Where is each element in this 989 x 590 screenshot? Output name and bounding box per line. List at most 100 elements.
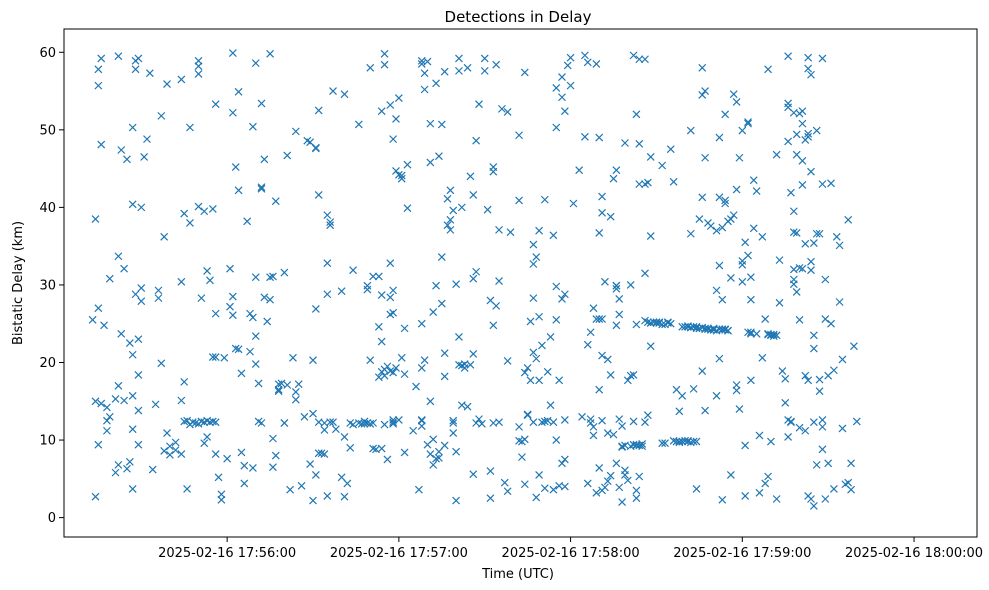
data-point	[314, 191, 323, 199]
data-point	[317, 449, 326, 458]
data-point	[180, 209, 189, 218]
x-axis-ticks: 2025-02-16 17:56:00 2025-02-16 17:57:00 20…	[158, 537, 983, 561]
data-point	[206, 276, 214, 285]
data-point	[669, 177, 678, 186]
data-point	[440, 372, 449, 381]
data-point	[432, 281, 440, 290]
data-point	[787, 418, 795, 427]
data-point	[414, 485, 423, 494]
data-point	[123, 464, 131, 473]
data-point	[469, 274, 478, 283]
data-point	[784, 137, 793, 146]
data-point	[389, 415, 398, 424]
data-point	[486, 467, 495, 476]
data-point	[257, 184, 266, 193]
data-point	[529, 240, 538, 249]
data-point	[283, 381, 292, 389]
data-point	[165, 450, 174, 459]
data-point	[346, 443, 355, 452]
data-point	[437, 120, 446, 129]
data-point	[612, 281, 621, 290]
data-point	[492, 60, 501, 69]
data-point	[772, 495, 781, 503]
data-point	[801, 371, 810, 380]
data-point	[546, 332, 555, 341]
x-tick-label: 2025-02-16 17:59:00	[673, 546, 811, 561]
data-point	[400, 370, 409, 379]
data-point	[248, 122, 257, 131]
data-point	[698, 90, 707, 99]
data-point	[234, 186, 243, 195]
data-point	[738, 277, 747, 286]
data-point	[369, 419, 378, 427]
data-point	[715, 133, 724, 142]
data-point	[698, 193, 707, 202]
data-point	[847, 459, 855, 468]
data-point	[540, 195, 549, 204]
data-point	[852, 417, 861, 426]
data-point	[815, 375, 824, 384]
data-point	[326, 221, 335, 230]
data-point	[715, 354, 724, 363]
data-point	[177, 396, 186, 405]
chart-title: Detections in Delay	[445, 8, 592, 26]
data-point	[280, 419, 289, 427]
data-point	[137, 203, 146, 212]
data-point	[726, 215, 735, 223]
data-point	[403, 204, 412, 213]
data-point	[520, 435, 529, 444]
data-point	[320, 426, 329, 434]
data-point	[128, 484, 137, 493]
data-point	[595, 464, 604, 472]
data-point	[306, 460, 315, 469]
data-point	[469, 191, 478, 199]
data-point	[829, 366, 838, 375]
data-point	[809, 239, 818, 247]
data-point	[226, 302, 234, 311]
data-point	[615, 294, 624, 303]
data-point	[400, 324, 409, 333]
data-point	[500, 478, 509, 487]
data-point	[326, 418, 335, 427]
data-point	[643, 318, 652, 327]
data-point	[366, 356, 375, 365]
data-point	[663, 319, 672, 327]
data-point	[455, 332, 463, 341]
data-point	[646, 153, 655, 161]
data-point	[340, 433, 349, 441]
data-point	[686, 229, 695, 238]
x-axis-label: Time (UTC)	[481, 567, 554, 582]
data-point	[389, 308, 398, 317]
data-point	[583, 479, 592, 488]
data-point	[595, 315, 604, 323]
data-point	[432, 79, 440, 88]
data-point	[784, 52, 793, 61]
data-point	[311, 471, 320, 479]
data-point	[807, 167, 815, 176]
data-point	[580, 51, 589, 60]
data-point	[635, 55, 644, 64]
data-point	[807, 266, 815, 275]
data-point	[503, 487, 512, 496]
data-point	[615, 310, 624, 319]
data-point	[426, 397, 435, 406]
data-point	[580, 132, 589, 141]
data-point	[529, 260, 538, 268]
data-point	[641, 418, 649, 427]
data-point	[472, 136, 481, 145]
data-point	[117, 146, 126, 154]
data-point	[91, 397, 100, 406]
data-point	[134, 406, 143, 415]
data-point	[480, 66, 489, 75]
data-point	[323, 211, 332, 220]
data-point	[804, 53, 813, 62]
data-point	[543, 367, 552, 376]
x-tick-label: 2025-02-16 17:58:00	[502, 546, 640, 561]
data-point	[200, 439, 209, 448]
data-point	[208, 353, 217, 361]
data-point	[560, 482, 569, 491]
data-point	[615, 483, 624, 492]
data-point	[838, 355, 847, 364]
data-point	[251, 273, 260, 282]
data-point	[320, 450, 329, 458]
